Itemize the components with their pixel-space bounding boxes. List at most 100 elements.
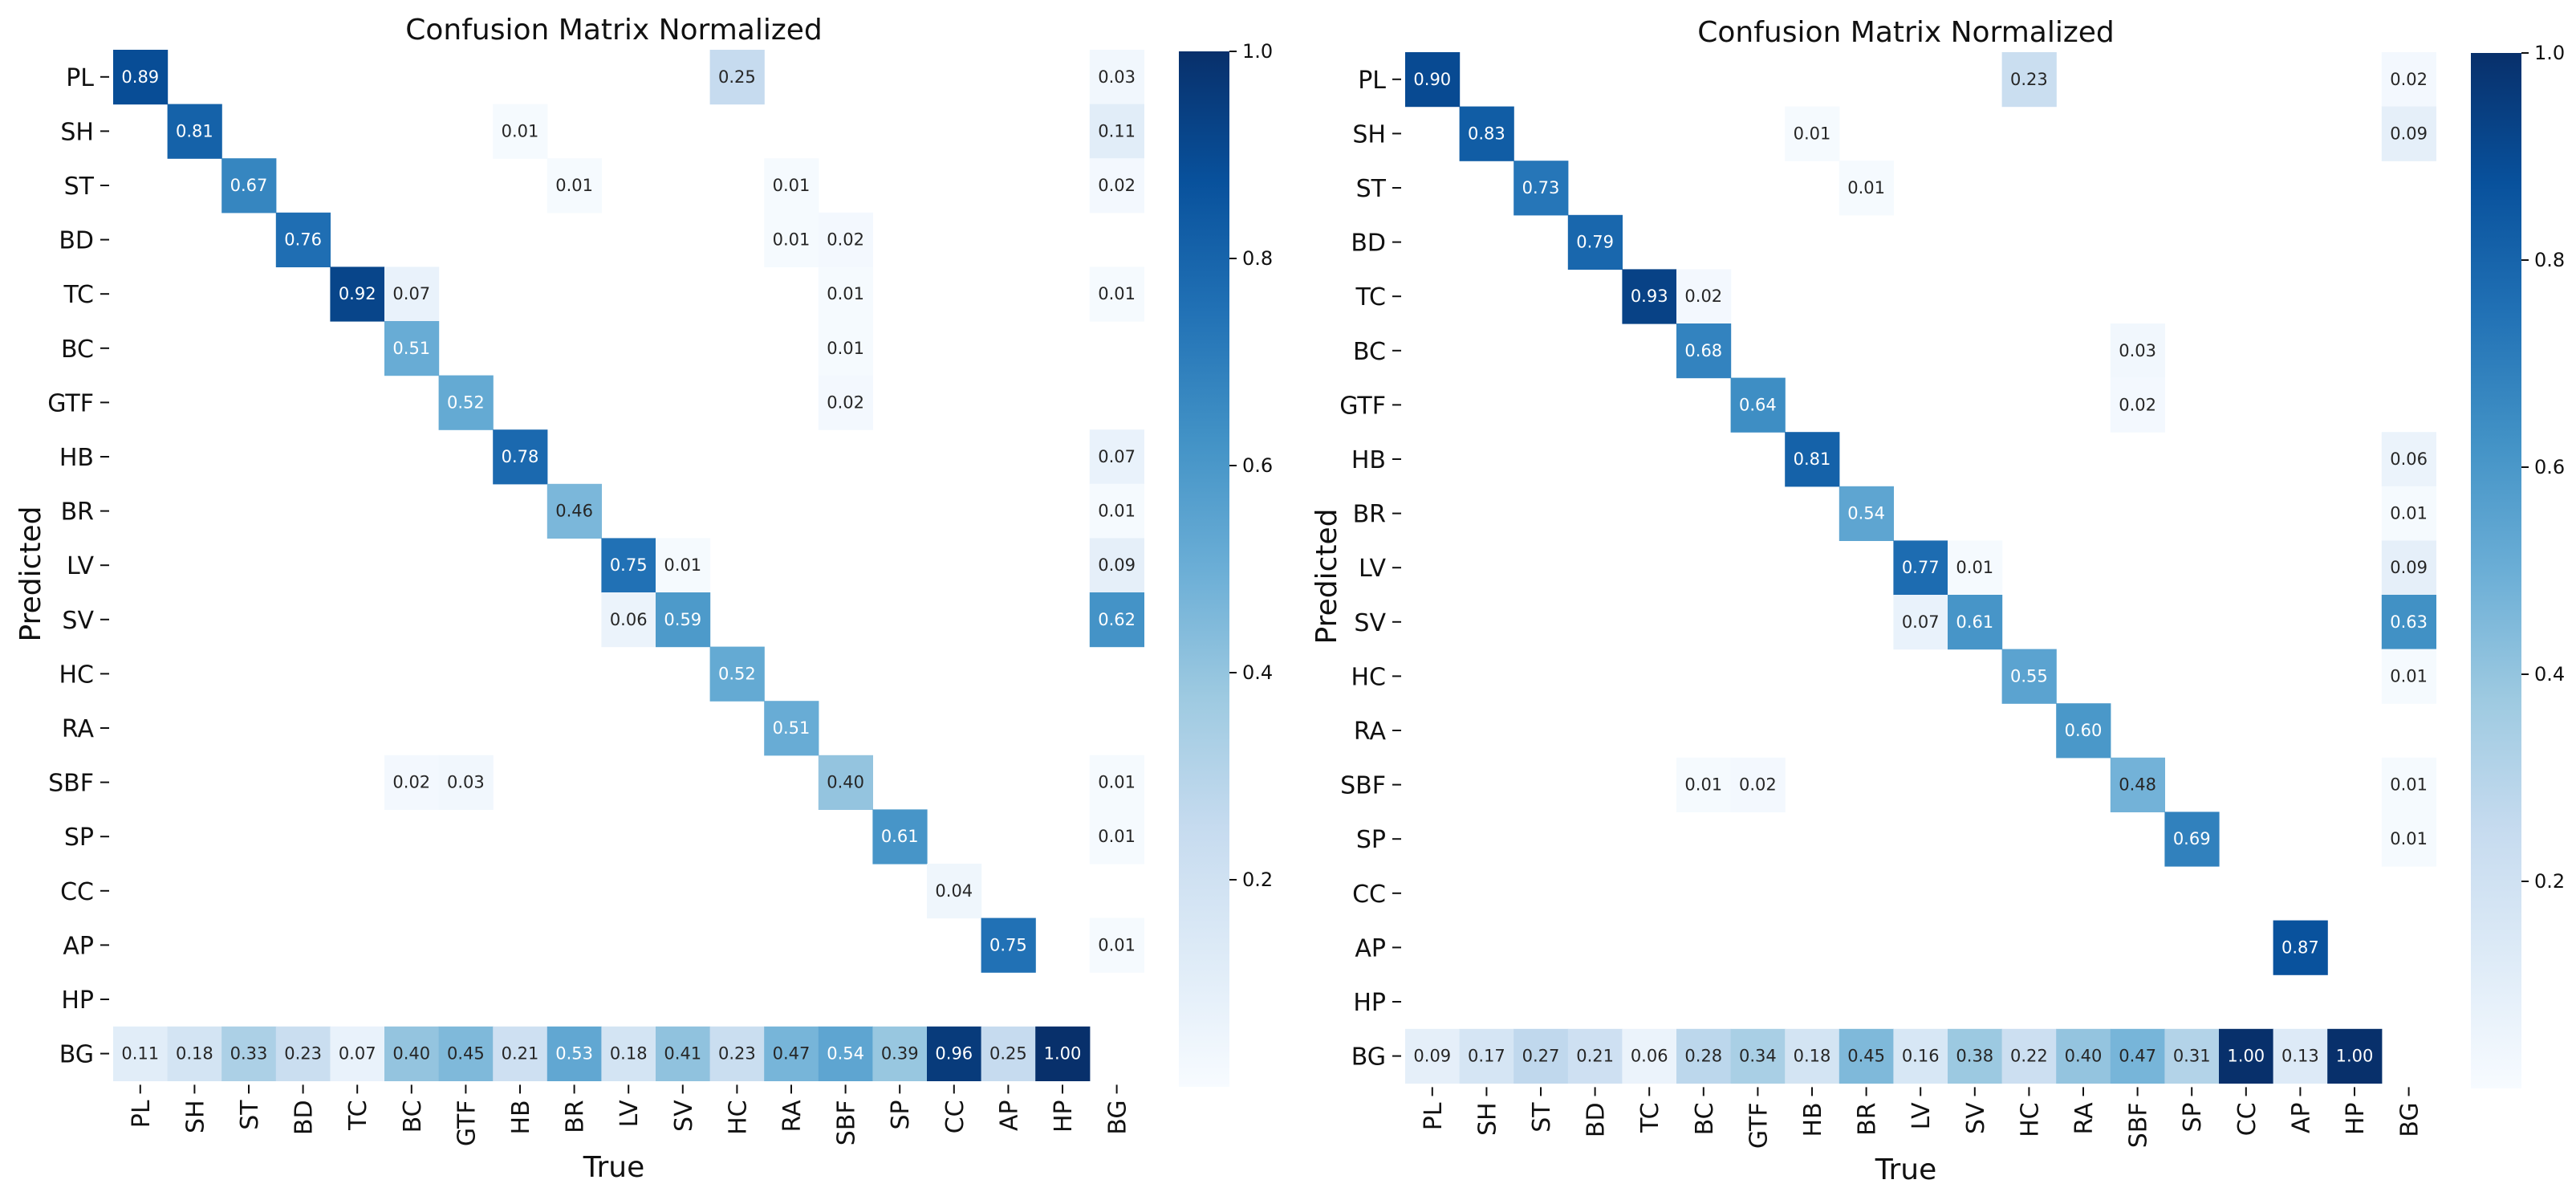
left-x-tick-SH: SH xyxy=(181,1100,209,1133)
right-cell-BG-HP xyxy=(2327,1028,2383,1084)
left-cell-value-BD-BD: 0.76 xyxy=(284,230,322,250)
right-cell-value-BG-LV: 0.16 xyxy=(1902,1047,1940,1066)
left-x-tick-PL: PL xyxy=(128,1100,156,1128)
left-x-tick-SV: SV xyxy=(670,1100,698,1132)
right-cell-value-BG-BC: 0.28 xyxy=(1684,1047,1722,1066)
right-cell-BG-AP xyxy=(2273,1028,2328,1084)
left-cell-value-BG-GTF: 0.45 xyxy=(447,1044,485,1064)
right-cell-BC-SBF xyxy=(2110,323,2165,379)
right-cell-value-BG-SP: 0.31 xyxy=(2173,1047,2211,1066)
right-y-tick-labels: PL SH ST BD TC BC GTF HB BR LV SV HC RA SBF SP CC AP HP BG xyxy=(1339,67,1401,1072)
right-y-tick-HC: HC xyxy=(1351,663,1386,691)
left-cell-TC-BC xyxy=(384,266,440,322)
left-cell-value-BG-SV: 0.41 xyxy=(664,1044,701,1064)
right-x-tick-BG: BG xyxy=(2396,1102,2424,1137)
right-y-tick-BG: BG xyxy=(1351,1043,1386,1072)
left-cell-BG-PL xyxy=(113,1026,169,1081)
left-cell-value-SH-BG: 0.11 xyxy=(1098,121,1136,140)
right-cell-BG-SH xyxy=(1459,1028,1514,1084)
right-cell-BD-BD xyxy=(1567,214,1623,270)
right-cell-value-HC-BG: 0.01 xyxy=(2390,666,2428,685)
left-cell-value-TC-BC: 0.07 xyxy=(392,284,430,303)
left-x-tick-GTF: GTF xyxy=(453,1100,481,1146)
right-cell-value-SV-SV: 0.61 xyxy=(1956,612,1993,632)
right-cell-BG-TC xyxy=(1622,1028,1677,1084)
left-cell-value-HC-HC: 0.52 xyxy=(718,664,756,683)
left-x-tick-LV: LV xyxy=(616,1100,644,1127)
left-cell-value-GTF-GTF: 0.52 xyxy=(447,393,485,412)
left-cell-ST-BR xyxy=(546,158,602,214)
right-cell-SP-BG xyxy=(2381,812,2436,867)
left-cell-value-PL-PL: 0.89 xyxy=(121,67,159,87)
left-cell-value-SBF-SBF: 0.40 xyxy=(827,773,864,792)
right-y-tick-BC: BC xyxy=(1353,338,1386,366)
left-y-tick-SP: SP xyxy=(64,824,94,852)
left-cell-value-SV-SV: 0.59 xyxy=(664,610,701,629)
left-cell-AP-AP xyxy=(981,917,1036,973)
right-cell-BG-CC xyxy=(2219,1028,2274,1084)
right-cell-SV-LV xyxy=(1893,595,1948,650)
right-y-tick-RA: RA xyxy=(1354,718,1387,746)
right-cell-value-RA-RA: 0.60 xyxy=(2065,721,2103,740)
left-cell-SV-BG xyxy=(1089,592,1144,648)
left-cell-SBF-BG xyxy=(1089,755,1144,810)
right-y-tick-SH: SH xyxy=(1352,120,1386,148)
left-cell-SH-HB xyxy=(493,104,548,159)
left-cell-value-BG-AP: 0.25 xyxy=(989,1044,1027,1064)
right-cell-value-BG-BD: 0.21 xyxy=(1576,1047,1614,1066)
left-heatmap-cells: 0.89 0.25 0.03 0.81 0.01 0.11 0.67 0.01 0.01 0.02… xyxy=(113,50,1144,1081)
left-cell-LV-SV xyxy=(656,538,711,593)
left-cell-value-BG-TC: 0.07 xyxy=(339,1044,376,1064)
right-x-tick-SV: SV xyxy=(1962,1102,1990,1134)
right-cell-value-TC-BC: 0.02 xyxy=(1684,287,1722,306)
left-y-tick-BC: BC xyxy=(61,336,94,364)
right-cell-TC-BC xyxy=(1676,269,1732,324)
left-cell-BD-BD xyxy=(275,212,331,267)
right-cell-ST-ST xyxy=(1514,161,1569,216)
left-colorbar-tick-label: 0.6 xyxy=(1242,454,1273,477)
left-cell-value-BG-SP: 0.39 xyxy=(881,1044,919,1064)
left-cell-value-HB-BG: 0.07 xyxy=(1098,447,1136,466)
left-x-tick-CC: CC xyxy=(941,1100,969,1133)
left-cell-LV-BG xyxy=(1089,538,1144,593)
right-cell-value-BR-BR: 0.54 xyxy=(1847,504,1885,523)
left-cell-value-BR-BG: 0.01 xyxy=(1098,502,1136,521)
right-cell-value-ST-ST: 0.73 xyxy=(1522,178,1560,197)
right-x-tick-HC: HC xyxy=(2016,1102,2044,1137)
left-y-tick-TC: TC xyxy=(63,281,94,309)
left-cell-PL-BG xyxy=(1089,50,1144,105)
right-cell-BG-BC xyxy=(1676,1028,1732,1084)
left-cell-value-CC-CC: 0.04 xyxy=(935,881,973,901)
left-y-tick-SV: SV xyxy=(62,607,94,635)
left-colorbar: 0.2 0.4 0.6 0.8 1.0 xyxy=(1179,40,1273,1087)
left-cell-value-TC-SBF: 0.01 xyxy=(827,284,864,303)
left-cell-value-AP-AP: 0.75 xyxy=(989,935,1027,954)
right-cell-SBF-BC xyxy=(1676,757,1732,812)
right-cell-BG-ST xyxy=(1514,1028,1569,1084)
left-cell-value-BG-BC: 0.40 xyxy=(392,1044,430,1064)
right-y-tick-LV: LV xyxy=(1359,555,1386,583)
right-heatmap-cells: 0.90 0.23 0.02 0.83 0.01 0.09 0.73 0.01 0.79 0.93… xyxy=(1405,52,2436,1084)
right-colorbar-tick-label: 0.8 xyxy=(2534,249,2565,271)
right-y-tick-CC: CC xyxy=(1352,881,1386,909)
left-y-tick-LV: LV xyxy=(67,552,94,580)
left-cell-BG-HB xyxy=(493,1026,548,1081)
right-cell-BG-HB xyxy=(1785,1028,1840,1084)
right-cell-value-SH-HB: 0.01 xyxy=(1794,124,1831,143)
right-x-tick-SH: SH xyxy=(1473,1102,1501,1136)
right-cell-LV-LV xyxy=(1893,540,1948,596)
left-cell-value-BG-BR: 0.53 xyxy=(555,1044,593,1064)
left-x-tick-BD: BD xyxy=(291,1100,319,1135)
right-cell-PL-BG xyxy=(2381,52,2436,108)
right-cell-value-BG-SBF: 0.47 xyxy=(2119,1047,2156,1066)
left-cell-SP-BG xyxy=(1089,809,1144,864)
left-cell-value-SBF-BC: 0.02 xyxy=(392,773,430,792)
left-x-tick-SP: SP xyxy=(887,1100,915,1129)
left-x-tick-TC: TC xyxy=(344,1100,372,1131)
right-cell-value-SP-BG: 0.01 xyxy=(2390,829,2428,848)
left-chart-title: Confusion Matrix Normalized xyxy=(405,14,822,47)
right-y-tick-HB: HB xyxy=(1351,446,1386,474)
left-cell-value-TC-TC: 0.92 xyxy=(339,284,376,303)
left-y-tick-HP: HP xyxy=(61,986,94,1015)
left-cell-BD-SBF xyxy=(818,212,873,267)
